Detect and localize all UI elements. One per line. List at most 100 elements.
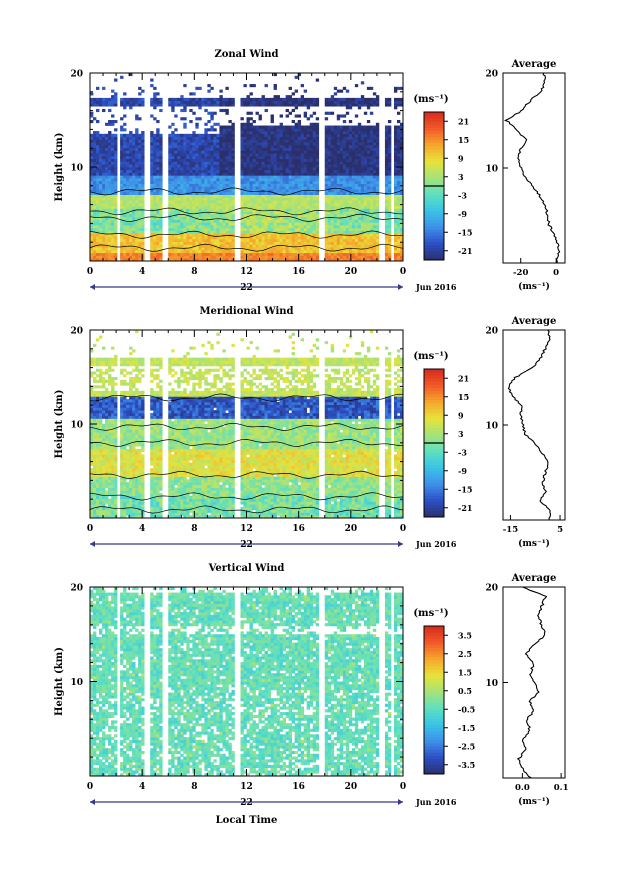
heatmap-cell xyxy=(330,100,335,104)
heatmap-cell xyxy=(210,180,214,184)
heatmap-cell xyxy=(270,252,274,256)
heatmap-cell xyxy=(261,258,265,262)
heatmap-cell xyxy=(255,219,259,223)
heatmap-cell xyxy=(150,200,154,204)
heatmap-cell xyxy=(93,222,97,226)
heatmap-cell xyxy=(111,142,115,146)
heatmap-cell xyxy=(189,211,193,215)
heatmap-cell xyxy=(216,97,220,101)
heatmap-cell xyxy=(375,219,380,223)
heatmap-cell xyxy=(297,139,302,143)
heatmap-cell xyxy=(258,214,262,218)
heatmap-cell xyxy=(96,175,100,179)
heatmap-cell xyxy=(399,211,404,215)
heatmap-cell xyxy=(255,230,259,234)
heatmap-cell xyxy=(168,222,172,226)
heatmap-cell xyxy=(264,236,268,240)
heatmap-cell xyxy=(93,255,97,259)
heatmap-cell xyxy=(219,128,223,132)
heatmap-cell xyxy=(159,169,163,173)
heatmap-cell xyxy=(360,197,365,201)
heatmap-cell xyxy=(279,225,283,229)
heatmap-cell xyxy=(333,172,338,176)
heatmap-cell xyxy=(231,194,235,198)
heatmap-cell xyxy=(375,133,380,137)
heatmap-cell xyxy=(384,139,389,143)
heatmap-cell xyxy=(315,136,320,140)
heatmap-cell xyxy=(192,164,196,168)
heatmap-cell xyxy=(255,128,259,132)
heatmap-cell xyxy=(360,208,365,212)
heatmap-cell xyxy=(243,97,247,101)
heatmap-cell xyxy=(135,202,139,207)
heatmap-cell xyxy=(171,258,175,262)
heatmap-cell xyxy=(177,244,181,248)
heatmap-cell xyxy=(336,175,341,179)
heatmap-cell xyxy=(279,236,283,240)
heatmap-cell xyxy=(342,155,347,160)
heatmap-cell xyxy=(204,131,208,135)
heatmap-cell xyxy=(372,100,377,104)
heatmap-cell xyxy=(180,178,184,182)
heatmap-cell xyxy=(360,189,365,193)
heatmap-cell xyxy=(246,197,250,201)
heatmap-cell xyxy=(123,139,127,143)
heatmap-cell xyxy=(213,158,217,162)
heatmap-cell xyxy=(291,131,296,135)
heatmap-cell xyxy=(213,230,217,234)
heatmap-cell xyxy=(198,144,202,148)
heatmap-cell xyxy=(90,178,94,182)
heatmap-cell xyxy=(336,244,341,248)
heatmap-cell xyxy=(282,194,286,198)
heatmap-cell xyxy=(249,197,253,201)
heatmap-cell xyxy=(249,158,253,162)
heatmap-cell xyxy=(240,186,244,190)
heatmap-cell xyxy=(264,100,268,104)
heatmap-cell xyxy=(360,167,365,171)
heatmap-cell xyxy=(270,216,274,220)
heatmap-cell xyxy=(258,230,262,234)
heatmap-cell xyxy=(201,225,205,229)
heatmap-cell xyxy=(108,202,112,207)
heatmap-cell xyxy=(327,172,332,176)
heatmap-cell xyxy=(261,200,265,204)
heatmap-cell xyxy=(99,161,103,165)
heatmap-cell xyxy=(120,214,124,218)
heatmap-cell xyxy=(156,92,160,96)
heatmap-cell xyxy=(246,133,250,137)
heatmap-cell xyxy=(210,200,214,204)
heatmap-cell xyxy=(384,208,389,212)
heatmap-cell xyxy=(114,230,118,234)
heatmap-cell xyxy=(201,186,205,190)
heatmap-cell xyxy=(231,158,235,162)
heatmap-cell xyxy=(213,247,217,251)
heatmap-cell xyxy=(333,175,338,179)
heatmap-cell xyxy=(129,150,133,154)
heatmap-cell xyxy=(216,236,220,240)
heatmap-cell xyxy=(96,103,100,107)
heatmap-cell xyxy=(213,155,217,160)
heatmap-cell xyxy=(183,214,187,218)
heatmap-cell xyxy=(303,169,308,173)
heatmap-cell xyxy=(252,255,256,259)
heatmap-cell xyxy=(114,95,118,99)
heatmap-cell xyxy=(363,133,368,137)
heatmap-cell xyxy=(312,142,317,146)
heatmap-cell xyxy=(135,117,139,121)
heatmap-cell xyxy=(258,100,262,104)
heatmap-cell xyxy=(159,142,163,146)
heatmap-cell xyxy=(375,97,380,101)
heatmap-cell xyxy=(369,222,374,226)
heatmap-cell xyxy=(156,161,160,165)
heatmap-cell xyxy=(96,169,100,173)
heatmap-cell xyxy=(333,139,338,143)
heatmap-cell xyxy=(345,100,350,104)
heatmap-cell xyxy=(195,164,199,168)
heatmap-cell xyxy=(309,136,314,140)
heatmap-cell xyxy=(105,238,109,242)
heatmap-cell xyxy=(102,236,106,240)
heatmap-cell xyxy=(351,189,356,193)
heatmap-cell xyxy=(393,202,398,207)
heatmap-cell xyxy=(105,183,109,187)
heatmap-cell xyxy=(132,150,136,154)
